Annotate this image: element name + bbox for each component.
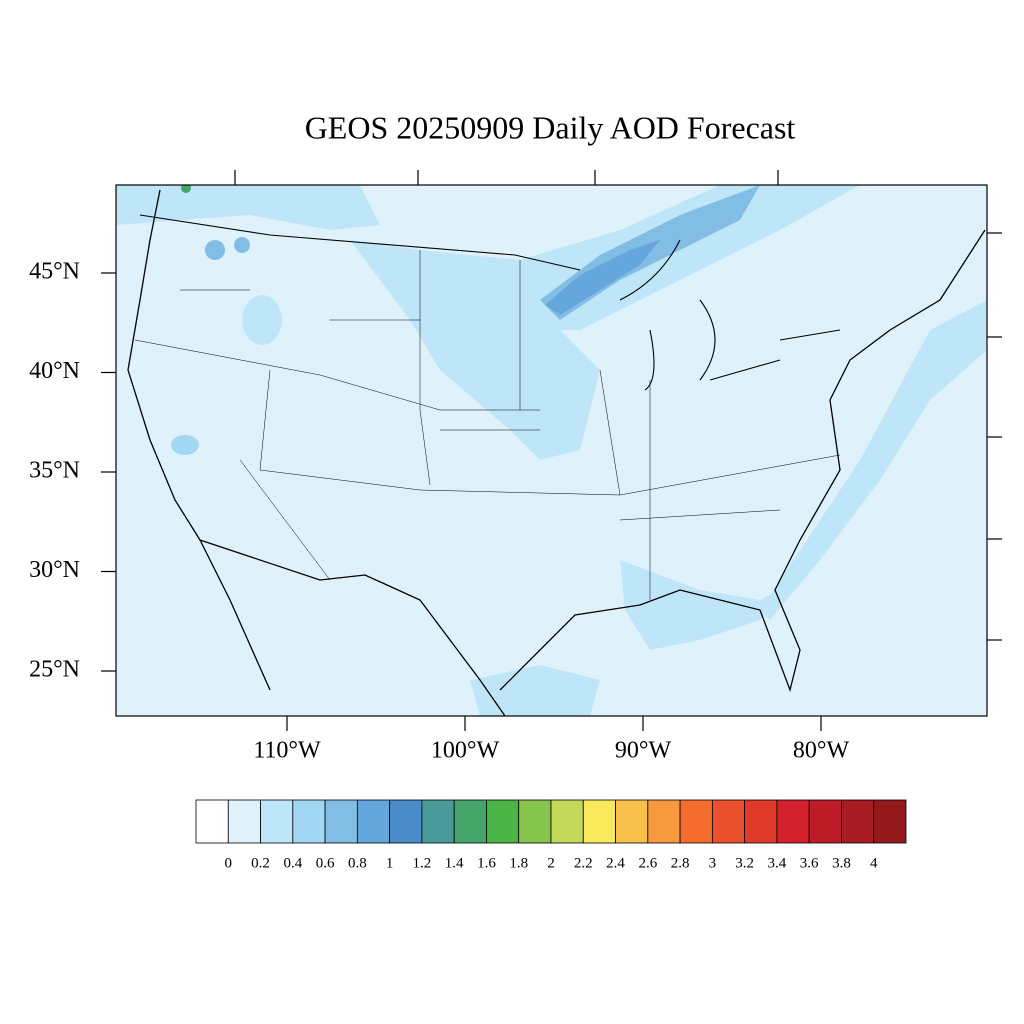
lon-label: 110°W [253,738,321,764]
colorbar-box [356,799,391,844]
lat-label: 45°N [29,259,80,285]
colorbar-label: 3.4 [768,855,787,871]
colorbar-label: 0.4 [283,855,302,871]
colorbar-label: 2 [547,855,555,871]
colorbar-box [744,799,778,844]
colorbar-label: 2.6 [638,855,657,871]
colorbar-label: 0.6 [316,855,335,871]
colorbar-label: 1.6 [477,855,496,871]
colorbar-box [550,799,584,844]
colorbar-label: 1.2 [413,855,432,871]
colorbar-box [421,799,455,844]
colorbar-box [582,799,616,844]
colorbar-label: 0.8 [348,855,367,871]
colorbar-label: 3.8 [832,855,851,871]
map-title: GEOS 20250909 Daily AOD Forecast [305,109,796,145]
colorbar-box [647,799,681,844]
lat-label: 35°N [29,458,80,484]
colorbar-box [841,799,875,844]
colorbar-label: 2.4 [606,855,625,871]
colorbar-label: 1.8 [509,855,528,871]
lon-label: 80°W [793,738,850,764]
colorbar-box [808,799,842,844]
colorbar-box [486,799,520,844]
colorbar-label: 1 [386,855,394,871]
colorbar-box [453,799,487,844]
colorbar-box [776,799,810,844]
colorbar-box [292,799,326,844]
lat-label: 25°N [29,657,80,683]
colorbar-box [679,799,713,844]
lon-label: 100°W [431,738,500,764]
colorbar-box [195,799,229,844]
colorbar-box [711,799,746,844]
colorbar-box [260,799,294,844]
colorbar-label: 4 [870,855,878,871]
colorbar-box [615,799,649,844]
map-frame [115,184,988,717]
colorbar-label: 2.2 [574,855,593,871]
colorbar-box [324,799,358,844]
colorbar-box [873,799,907,844]
aod-field [116,185,987,716]
colorbar-label: 0.2 [251,855,270,871]
colorbar-label: 0 [225,855,233,871]
colorbar-box [227,799,261,844]
projection-ticks [234,170,1002,641]
lat-label: 30°N [29,557,80,583]
colorbar-label: 1.4 [445,855,464,871]
colorbar-label: 2.8 [671,855,690,871]
lon-label: 90°W [615,738,672,764]
map-lines [127,189,986,716]
lat-label: 40°N [29,358,80,384]
colorbar-label: 3 [709,855,717,871]
colorbar-box [389,799,423,844]
colorbar-label: 3.2 [735,855,754,871]
colorbar-box [518,799,552,844]
colorbar-label: 3.6 [800,855,819,871]
